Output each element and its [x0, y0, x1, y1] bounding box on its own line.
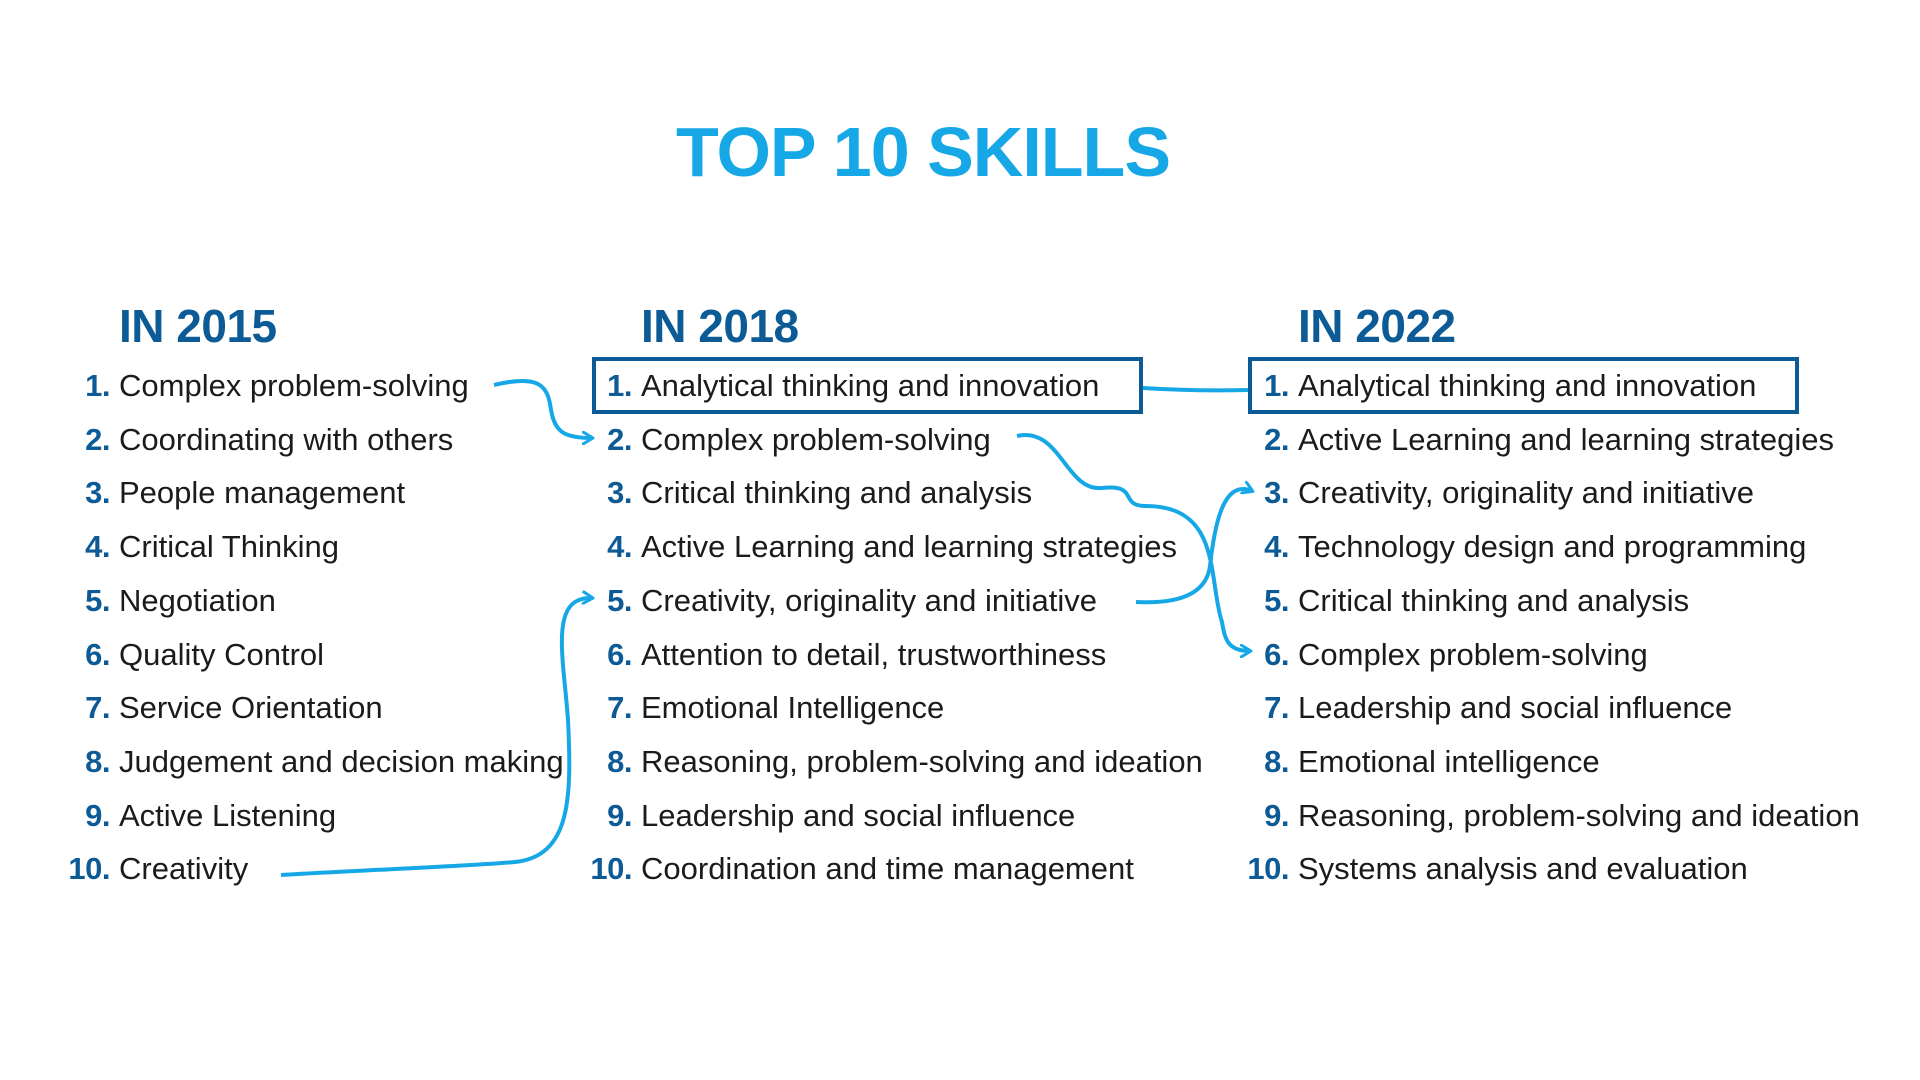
rank-number: 10. [590, 851, 632, 887]
skill-label: Active Learning and learning strategies [1298, 421, 1834, 457]
skill-label: Analytical thinking and innovation [641, 368, 1100, 403]
skill-label: Creativity, originality and initiative [1298, 475, 1755, 511]
skill-label: Leadership and social influence [641, 797, 1076, 833]
rank-number: 1. [607, 368, 632, 403]
rank-number: 4. [607, 529, 632, 565]
rank-number: 3. [1264, 475, 1289, 511]
heading-2018: IN 2018 [641, 300, 799, 352]
rank-number: 9. [85, 797, 110, 833]
rank-number: 9. [607, 797, 632, 833]
skill-label: Emotional intelligence [1298, 743, 1600, 779]
skill-label: Critical thinking and analysis [1298, 582, 1690, 618]
rank-number: 4. [85, 529, 110, 565]
rank-number: 3. [85, 475, 110, 511]
rank-number: 7. [85, 690, 110, 726]
diagram-title: TOP 10 SKILLS [675, 113, 1171, 191]
rank-number: 8. [85, 743, 110, 779]
skill-label: Negotiation [119, 582, 276, 618]
skill-label: Complex problem-solving [641, 421, 991, 457]
connector-2018-1-to-2022-1 [1142, 386, 1249, 393]
skill-label: Technology design and programming [1298, 529, 1807, 565]
rank-number: 8. [1264, 743, 1289, 779]
rank-number: 8. [607, 743, 632, 779]
rank-number: 5. [1264, 582, 1289, 618]
skill-label: Quality Control [119, 636, 325, 672]
skill-label: Reasoning, problem-solving and ideation [641, 743, 1203, 779]
rank-number: 3. [607, 475, 632, 511]
rank-number: 1. [1264, 368, 1289, 403]
skill-label: Complex problem-solving [119, 368, 469, 403]
rank-number: 5. [85, 582, 110, 618]
rank-number: 7. [607, 690, 632, 726]
rank-number: 7. [1264, 690, 1289, 726]
rank-number: 6. [85, 636, 110, 672]
highlight-box-2018-1 [592, 357, 1143, 414]
skill-label: Complex problem-solving [1298, 636, 1648, 672]
skill-label: Service Orientation [119, 690, 383, 726]
rank-number: 2. [85, 421, 110, 457]
skill-label: Coordination and time management [641, 851, 1134, 887]
skill-label: Analytical thinking and innovation [1298, 368, 1757, 403]
arrow-2018-5-to-2022-3 [1135, 489, 1252, 605]
rank-number: 6. [1264, 636, 1289, 672]
heading-2015: IN 2015 [119, 300, 277, 352]
skill-label: Attention to detail, trustworthiness [641, 636, 1107, 672]
skill-label: Critical Thinking [119, 529, 339, 565]
skill-label: Active Listening [119, 797, 337, 833]
skill-label: Emotional Intelligence [641, 690, 945, 726]
skill-label: Critical thinking and analysis [641, 475, 1033, 511]
skill-label: People management [119, 475, 406, 511]
rank-number: 4. [1264, 529, 1289, 565]
skill-label: Active Learning and learning strategies [641, 529, 1177, 565]
arrow-2015-1-to-2018-2 [493, 379, 592, 438]
rank-number: 2. [607, 421, 632, 457]
skill-label: Reasoning, problem-solving and ideation [1298, 797, 1860, 833]
rank-number: 10. [68, 851, 110, 887]
rank-number: 9. [1264, 797, 1289, 833]
skill-label: Coordinating with others [119, 421, 454, 457]
arrow-2015-10-to-2018-5 [280, 598, 592, 877]
skill-label: Creativity [119, 851, 249, 887]
rank-number: 5. [607, 582, 632, 618]
arrow-2018-2-to-2022-6 [1016, 432, 1250, 651]
heading-2022: IN 2022 [1298, 300, 1456, 352]
skill-label: Judgement and decision making [119, 743, 564, 779]
rank-number: 6. [607, 636, 632, 672]
rank-number: 2. [1264, 421, 1289, 457]
rank-number: 10. [1247, 851, 1289, 887]
skill-label: Systems analysis and evaluation [1298, 851, 1748, 887]
skill-label: Creativity, originality and initiative [641, 582, 1098, 618]
skill-label: Leadership and social influence [1298, 690, 1733, 726]
rank-number: 1. [85, 368, 110, 403]
highlight-box-2022-1 [1248, 357, 1799, 414]
